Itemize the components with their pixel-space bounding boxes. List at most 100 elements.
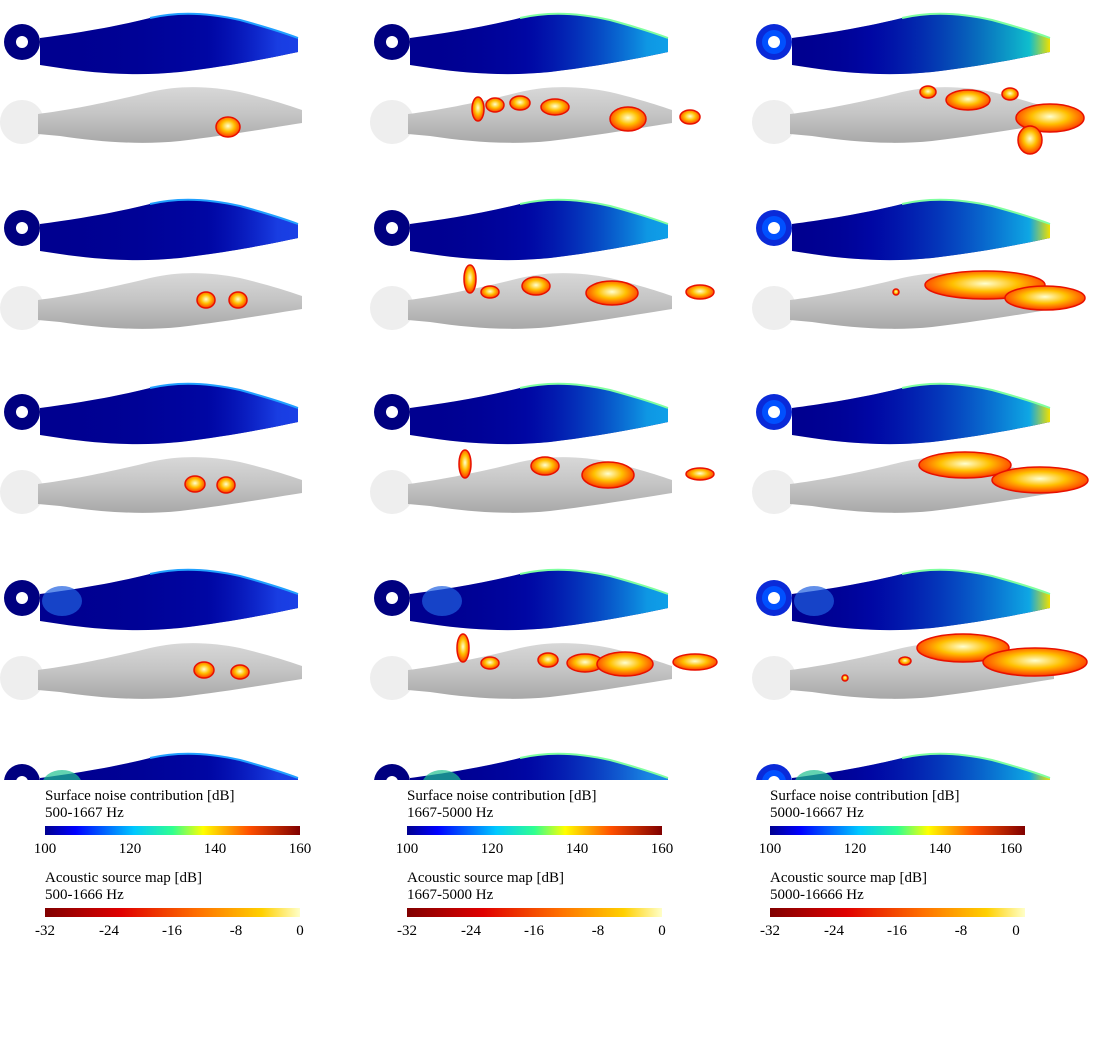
surface-tick: 100 bbox=[758, 841, 782, 857]
blade-leading-edge bbox=[519, 198, 669, 225]
hub-disc bbox=[752, 656, 796, 700]
surface-tick: 160 bbox=[288, 841, 312, 857]
blade-noise-figure bbox=[0, 12, 1089, 780]
source-tick: 0 bbox=[296, 923, 304, 939]
blade-leading-edge bbox=[901, 12, 1051, 39]
blade-surface-tint bbox=[40, 13, 298, 75]
blade-root-hotspot bbox=[42, 586, 82, 616]
blade-panel-r2-c1 bbox=[0, 198, 302, 330]
blade-leading-edge bbox=[901, 382, 1051, 409]
blade-hub-hole bbox=[386, 776, 398, 780]
surface-tick: 120 bbox=[480, 841, 504, 857]
blade-leading-edge bbox=[149, 382, 299, 409]
hub-disc bbox=[370, 100, 414, 144]
acoustic-source-blob bbox=[596, 651, 654, 677]
blade-hub-hole bbox=[386, 222, 398, 234]
blade-hub bbox=[4, 764, 40, 780]
hub-disc bbox=[0, 470, 44, 514]
source-tick: -8 bbox=[591, 923, 605, 939]
blade-hub-hole bbox=[386, 592, 398, 604]
blade-hub-ring bbox=[762, 770, 786, 780]
acoustic-source-blob bbox=[991, 466, 1089, 494]
acoustic-source-blob bbox=[485, 97, 505, 113]
source-legend-title: Acoustic source map [dB] bbox=[407, 870, 565, 886]
source-tick: -16 bbox=[524, 923, 544, 939]
blade-hub-hole bbox=[768, 776, 780, 780]
source-tick: -24 bbox=[824, 923, 844, 939]
surface-tick: 120 bbox=[118, 841, 142, 857]
blade-root-hotspot bbox=[423, 770, 461, 780]
legend-column-2: Surface noise contribution [dB] 1667-500… bbox=[393, 788, 674, 1058]
blade-surface-tint bbox=[792, 199, 1050, 261]
source-tick: -8 bbox=[954, 923, 968, 939]
blade-hub-hole bbox=[768, 222, 780, 234]
surface-colorbar bbox=[770, 826, 1025, 835]
acoustic-source-blob bbox=[892, 288, 900, 296]
blade-surface-tint bbox=[410, 569, 668, 631]
blade-panel-r5-c1 bbox=[4, 752, 299, 780]
surface-colorbar bbox=[407, 826, 662, 835]
source-legend-band: 5000-16666 Hz bbox=[770, 887, 864, 903]
source-tick: -8 bbox=[229, 923, 243, 939]
blade-leading-edge bbox=[519, 12, 669, 39]
blade-panel-r1-c2 bbox=[370, 12, 701, 144]
surface-tick: 160 bbox=[650, 841, 674, 857]
source-legend-title: Acoustic source map [dB] bbox=[770, 870, 928, 886]
acoustic-source-blob bbox=[228, 291, 248, 309]
blade-surface-tint bbox=[40, 569, 298, 631]
surface-legend-title: Surface noise contribution [dB] bbox=[770, 788, 960, 804]
acoustic-source-blob bbox=[609, 106, 647, 132]
blade-panel-r1-c1 bbox=[0, 12, 302, 144]
blade-surface-tint bbox=[40, 753, 298, 780]
source-tick: -32 bbox=[760, 923, 780, 939]
blade-grey-body bbox=[408, 87, 672, 143]
acoustic-source-blob bbox=[480, 656, 500, 670]
acoustic-source-blob bbox=[215, 116, 241, 138]
blade-leading-edge bbox=[519, 568, 669, 595]
source-tick: -16 bbox=[162, 923, 182, 939]
blade-surface-tint bbox=[410, 199, 668, 261]
surface-legend-band: 5000-16667 Hz bbox=[770, 805, 864, 821]
source-tick: -16 bbox=[887, 923, 907, 939]
acoustic-source-blob bbox=[1017, 125, 1043, 155]
blade-panel-r5-c3 bbox=[756, 752, 1051, 780]
blade-leading-edge bbox=[149, 752, 299, 779]
hub-disc bbox=[752, 470, 796, 514]
acoustic-source-blob bbox=[916, 633, 1010, 663]
blade-panel-r4-c2 bbox=[370, 568, 718, 700]
hub-disc bbox=[370, 286, 414, 330]
surface-legend-band: 1667-5000 Hz bbox=[407, 805, 494, 821]
blade-panel-r3-c2 bbox=[370, 382, 715, 514]
blade-leading-edge bbox=[149, 12, 299, 39]
acoustic-source-blob bbox=[685, 284, 715, 300]
acoustic-source-blob bbox=[685, 467, 715, 481]
source-legend-band: 1667-5000 Hz bbox=[407, 887, 494, 903]
source-tick: -32 bbox=[35, 923, 55, 939]
acoustic-source-blob bbox=[456, 633, 470, 663]
acoustic-source-blob bbox=[458, 449, 472, 479]
hub-disc bbox=[0, 100, 44, 144]
acoustic-source-blob bbox=[193, 661, 215, 679]
blade-hub bbox=[374, 764, 410, 780]
surface-tick: 140 bbox=[928, 841, 952, 857]
source-colorbar bbox=[407, 908, 662, 917]
blade-surface-tint bbox=[792, 383, 1050, 445]
acoustic-source-blob bbox=[521, 276, 551, 296]
blade-root-hotspot bbox=[422, 586, 462, 616]
acoustic-source-blob bbox=[581, 461, 635, 489]
blade-hub-hole bbox=[16, 776, 28, 780]
source-colorbar bbox=[770, 908, 1025, 917]
acoustic-source-blob bbox=[672, 653, 718, 671]
acoustic-source-blob bbox=[841, 674, 849, 682]
blade-grey-body bbox=[38, 273, 302, 329]
acoustic-source-blob bbox=[918, 451, 1012, 479]
blade-surface-tint bbox=[40, 383, 298, 445]
blade-leading-edge bbox=[901, 752, 1051, 779]
hub-disc bbox=[752, 100, 796, 144]
acoustic-source-blob bbox=[982, 647, 1088, 677]
acoustic-source-blob bbox=[230, 664, 250, 680]
surface-legend-title: Surface noise contribution [dB] bbox=[407, 788, 597, 804]
surface-legend-band: 500-1667 Hz bbox=[45, 805, 124, 821]
blade-hub-hole bbox=[16, 406, 28, 418]
blade-surface-tint bbox=[410, 753, 668, 780]
